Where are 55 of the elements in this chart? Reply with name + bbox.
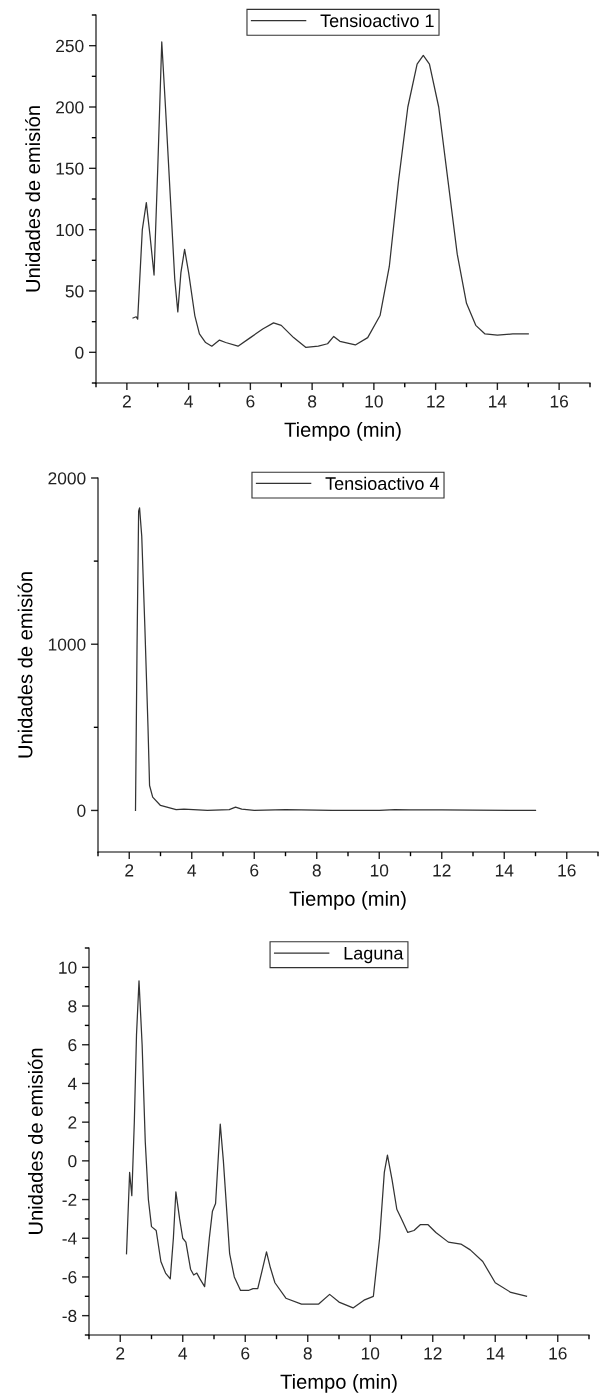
- x-axis-title: Tiempo (min): [280, 1374, 397, 1393]
- legend-label: Laguna: [344, 946, 404, 964]
- y-tick-label: 0: [77, 804, 86, 817]
- x-tick-label: 10: [361, 1347, 380, 1360]
- y-axis-title: Unidades de emisión: [25, 106, 41, 292]
- x-tick-label: 12: [424, 1347, 442, 1360]
- x-axis-title: Tiempo (min): [289, 891, 406, 910]
- x-tick-label: 8: [308, 395, 317, 408]
- x-tick-label: 4: [178, 1347, 188, 1360]
- x-tick-label: 10: [365, 395, 383, 408]
- y-tick-label: 0: [68, 1155, 77, 1168]
- x-tick-label: 6: [250, 864, 259, 877]
- line-series: [134, 507, 537, 812]
- legend-label: Tensioactivo 4: [325, 476, 439, 490]
- x-tick-label: 2: [122, 395, 131, 408]
- y-tick-label: 200: [56, 101, 84, 114]
- y-tick-label: -2: [62, 1193, 77, 1206]
- x-axis-title: Tiempo (min): [284, 422, 401, 441]
- x-tick-label: 14: [486, 1347, 505, 1360]
- x-tick-label: 14: [489, 395, 507, 408]
- y-tick-label: 1000: [48, 638, 86, 651]
- line-series: [132, 41, 529, 349]
- y-tick-label: 250: [56, 39, 84, 53]
- x-tick-label: 6: [241, 1347, 250, 1360]
- y-tick-label: 4: [67, 1077, 77, 1090]
- x-tick-label: 8: [303, 1347, 312, 1360]
- y-tick-label: -8: [62, 1309, 77, 1323]
- x-tick-label: 2: [116, 1347, 125, 1360]
- y-tick-label: -4: [62, 1232, 77, 1245]
- y-tick-label: -6: [62, 1271, 77, 1284]
- line-series: [125, 980, 528, 1309]
- y-tick-label: 100: [56, 223, 84, 237]
- x-tick-label: 6: [246, 395, 255, 408]
- y-axis-title: Unidades de emisión: [17, 572, 33, 758]
- x-tick-label: 14: [495, 864, 514, 877]
- y-tick-label: 50: [65, 285, 84, 298]
- y-tick-label: 2: [68, 1116, 77, 1129]
- y-axis-title: Unidades de emisión: [27, 1048, 43, 1234]
- y-tick-label: 150: [56, 162, 84, 175]
- y-tick-label: 8: [68, 1000, 77, 1013]
- x-tick-label: 16: [549, 1347, 567, 1360]
- x-tick-label: 4: [184, 395, 193, 408]
- y-tick-label: 2000: [48, 472, 86, 485]
- y-tick-label: 0: [75, 346, 84, 359]
- x-tick-label: 10: [370, 864, 389, 877]
- legend-label: Tensioactivo 1: [320, 13, 434, 28]
- x-tick-label: 12: [433, 864, 451, 877]
- x-tick-label: 16: [558, 864, 576, 877]
- x-tick-label: 16: [550, 395, 569, 408]
- y-tick-label: 10: [59, 961, 77, 974]
- x-tick-label: 12: [427, 395, 445, 408]
- x-tick-label: 2: [125, 864, 134, 877]
- x-tick-label: 4: [187, 864, 197, 877]
- y-tick-label: 6: [68, 1038, 77, 1052]
- x-tick-label: 8: [312, 864, 321, 877]
